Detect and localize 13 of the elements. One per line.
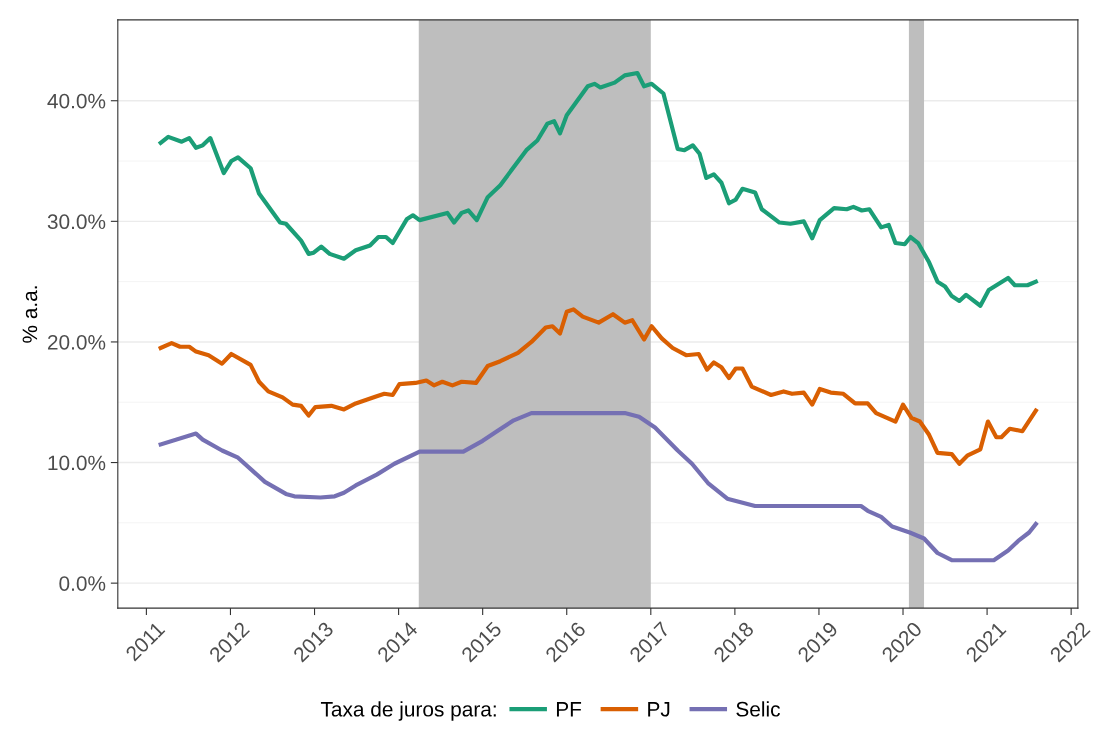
y-tick-label: 20.0% bbox=[47, 334, 106, 350]
legend-title: Taxa de juros para: bbox=[320, 701, 496, 721]
y-tick-label: 40.0% bbox=[47, 93, 106, 109]
line-series bbox=[158, 411, 1038, 563]
y-tick-label: 30.0% bbox=[47, 214, 106, 230]
line-series bbox=[158, 307, 1038, 466]
line-series bbox=[158, 70, 1038, 308]
legend-label: Selic bbox=[736, 701, 780, 717]
legend-label: PF bbox=[556, 702, 582, 717]
y-axis-title: % a.a. bbox=[22, 286, 38, 343]
y-tick-label: 0.0% bbox=[59, 576, 106, 591]
y-tick-label: 10.0% bbox=[48, 455, 106, 471]
legend-label: PJ bbox=[648, 702, 670, 717]
